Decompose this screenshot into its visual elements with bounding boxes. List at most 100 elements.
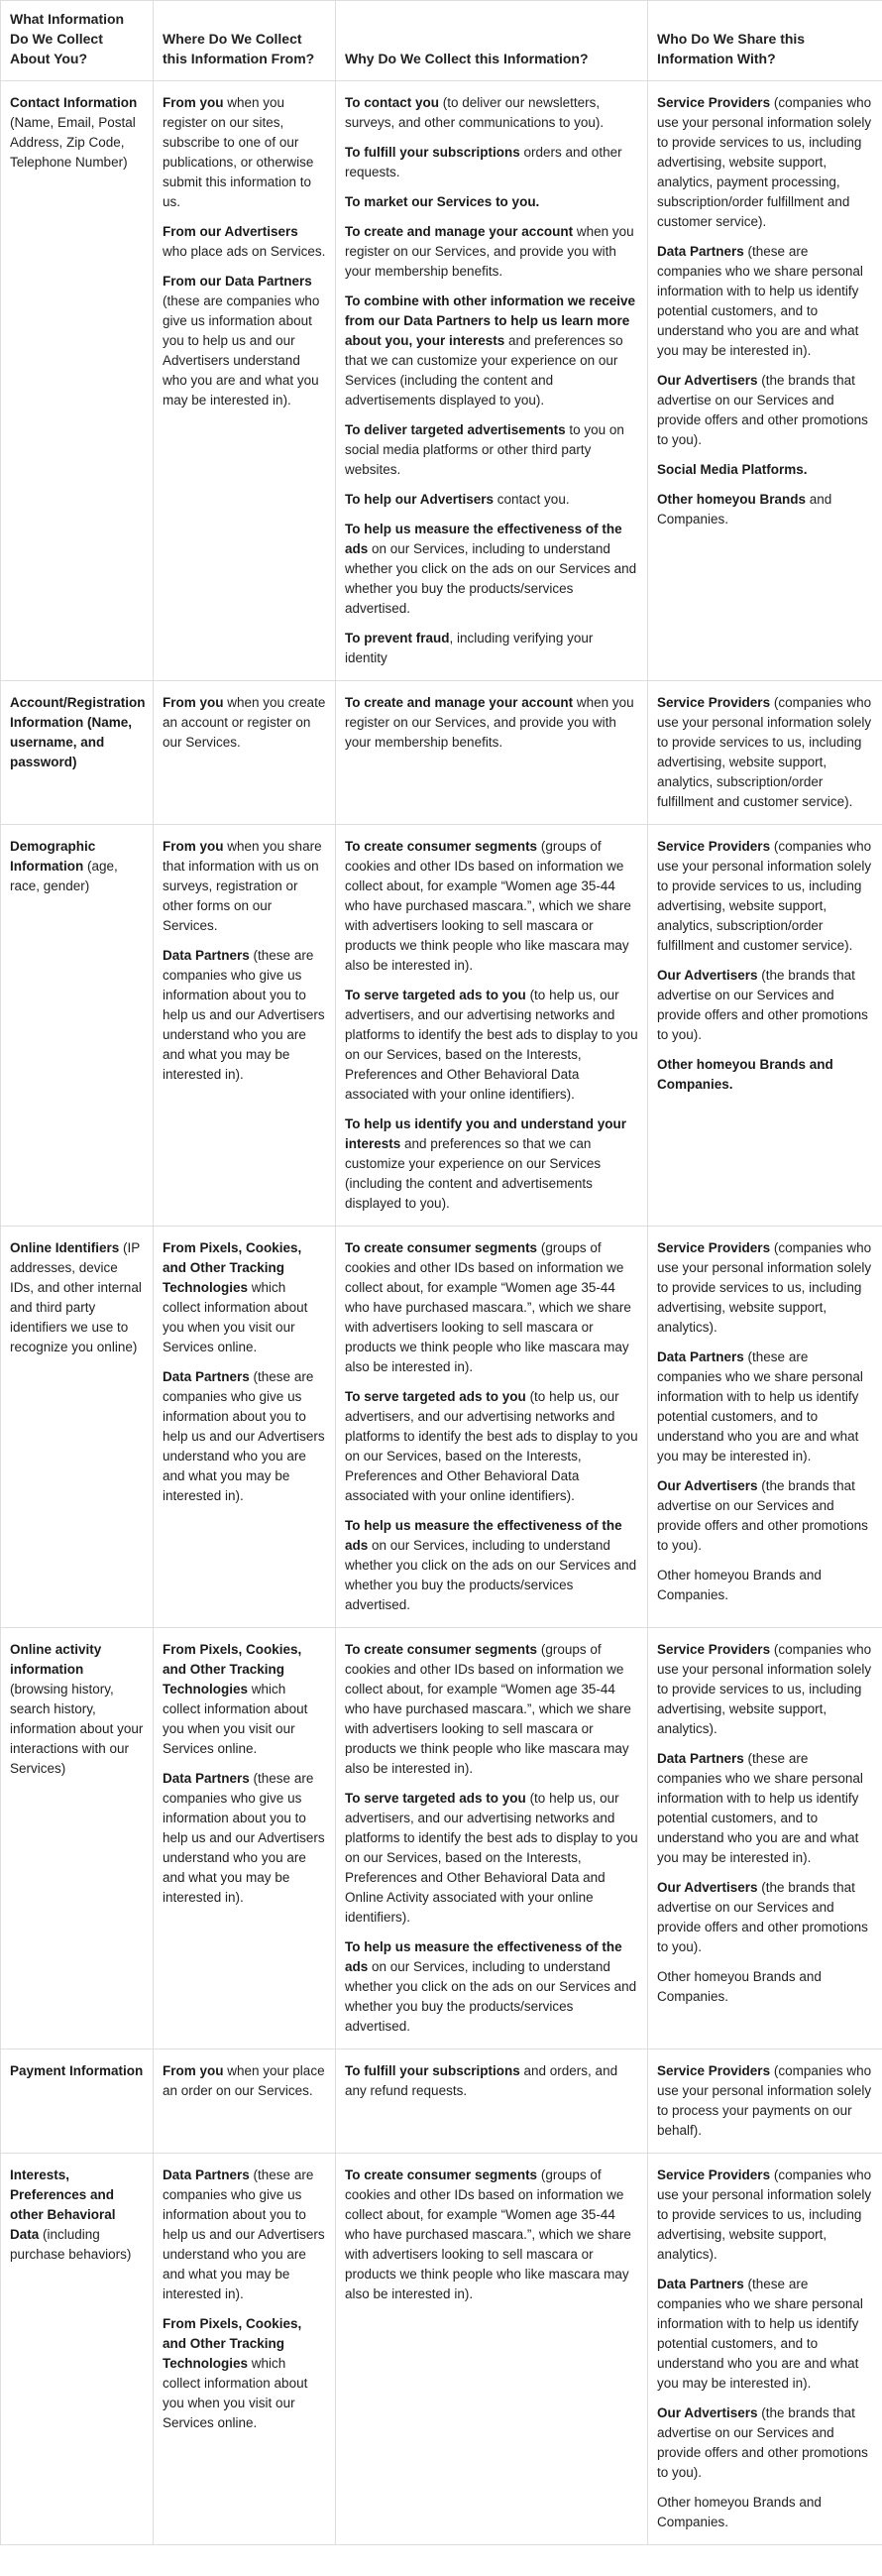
cell-paragraph: Data Partners (these are companies who w… xyxy=(657,1749,873,1868)
cell-paragraph: To create and manage your account when y… xyxy=(345,222,638,282)
cell-paragraph: Payment Information xyxy=(10,2061,144,2081)
cell-paragraph: Other homeyou Brands and Companies. xyxy=(657,2493,873,2532)
text: (including purchase behaviors) xyxy=(10,2227,132,2262)
text: (groups of cookies and other IDs based o… xyxy=(345,2167,631,2301)
bold-text: Our Advertisers xyxy=(657,373,758,388)
text: (to deliver our newsletters, surveys, an… xyxy=(345,95,605,130)
cell-paragraph: To create consumer segments (groups of c… xyxy=(345,1640,638,1779)
bold-text: From you xyxy=(163,95,224,110)
text: when you register on our Services, and p… xyxy=(345,224,634,279)
bold-text: Service Providers xyxy=(657,839,771,854)
what-information-cell: Payment Information xyxy=(0,2049,154,2154)
cell-paragraph: To prevent fraud, including verifying yo… xyxy=(345,629,638,668)
text: (companies who use your personal informa… xyxy=(657,95,872,229)
bold-text: To help our Advertisers xyxy=(345,492,495,507)
text: which collect information about you when… xyxy=(163,1280,308,1354)
bold-text: From Pixels, Cookies, and Other Tracking… xyxy=(163,1642,302,1697)
cell-paragraph: To create consumer segments (groups of c… xyxy=(345,2166,638,2304)
cell-paragraph: Service Providers (companies who use you… xyxy=(657,2166,873,2265)
who-shared-cell: Service Providers (companies who use you… xyxy=(647,80,882,681)
cell-paragraph: To contact you (to deliver our newslette… xyxy=(345,93,638,133)
bold-text: Payment Information xyxy=(10,2063,144,2078)
bold-text: Interests, Preferences and other Behavio… xyxy=(10,2167,116,2242)
cell-paragraph: Service Providers (companies who use you… xyxy=(657,693,873,812)
cell-paragraph: Service Providers (companies who use you… xyxy=(657,837,873,956)
cell-paragraph: Service Providers (companies who use you… xyxy=(657,1640,873,1739)
text: (these are companies who we share person… xyxy=(657,1751,863,1865)
cell-paragraph: To create consumer segments (groups of c… xyxy=(345,837,638,976)
cell-paragraph: Data Partners (these are companies who g… xyxy=(163,1769,326,1908)
cell-paragraph: Data Partners (these are companies who g… xyxy=(163,946,326,1085)
text: (the brands that advertise on our Servic… xyxy=(657,373,868,447)
bold-text: To help us measure the effectiveness of … xyxy=(345,1939,622,1974)
why-collected-cell: To create consumer segments (groups of c… xyxy=(335,824,648,1227)
table-body: Contact Information (Name, Email, Postal… xyxy=(0,80,882,2545)
text: (the brands that advertise on our Servic… xyxy=(657,968,868,1042)
text: (these are companies who give us informa… xyxy=(163,1771,325,1905)
text: when your place an order on our Services… xyxy=(163,2063,325,2098)
cell-paragraph: From you when you share that information… xyxy=(163,837,326,936)
cell-paragraph: To help us measure the effectiveness of … xyxy=(345,1937,638,2037)
what-information-cell: Demographic Information (age, race, gend… xyxy=(0,824,154,1227)
text: , including verifying your identity xyxy=(345,631,594,665)
text: when you register on our Services, and p… xyxy=(345,695,634,750)
cell-paragraph: Demographic Information (age, race, gend… xyxy=(10,837,144,896)
who-shared-cell: Service Providers (companies who use you… xyxy=(647,1226,882,1628)
table-row: Payment Information From you when your pl… xyxy=(0,2049,882,2154)
text: (the brands that advertise on our Servic… xyxy=(657,1478,868,1553)
where-collected-cell: From you when you share that information… xyxy=(153,824,336,1227)
where-collected-cell: Data Partners (these are companies who g… xyxy=(153,2153,336,2545)
cell-paragraph: To serve targeted ads to you (to help us… xyxy=(345,1789,638,1928)
text: (the brands that advertise on our Servic… xyxy=(657,1880,868,1954)
cell-paragraph: Our Advertisers (the brands that adverti… xyxy=(657,966,873,1045)
bold-text: To combine with other information we rec… xyxy=(345,293,636,348)
cell-paragraph: To market our Services to you. xyxy=(345,192,638,212)
text: when you create an account or register o… xyxy=(163,695,326,750)
why-collected-cell: To create consumer segments (groups of c… xyxy=(335,1226,648,1628)
why-collected-cell: To create consumer segments (groups of c… xyxy=(335,2153,648,2545)
bold-text: Data Partners xyxy=(163,1771,250,1786)
text: (companies who use your personal informa… xyxy=(657,2167,872,2262)
header-where-collected: Where Do We Collect this Information Fro… xyxy=(153,0,336,81)
cell-paragraph: From Pixels, Cookies, and Other Tracking… xyxy=(163,1640,326,1759)
cell-paragraph: To fulfill your subscriptions and orders… xyxy=(345,2061,638,2101)
cell-paragraph: Social Media Platforms. xyxy=(657,460,873,480)
bold-text: To contact you xyxy=(345,95,440,110)
bold-text: From you xyxy=(163,695,224,710)
bold-text: Data Partners xyxy=(163,2167,250,2182)
cell-paragraph: From our Advertisers who place ads on Se… xyxy=(163,222,326,262)
text: who place ads on Services. xyxy=(163,244,326,259)
text: (Name, Email, Postal Address, Zip Code, … xyxy=(10,115,136,170)
text: (groups of cookies and other IDs based o… xyxy=(345,1240,631,1374)
why-collected-cell: To create and manage your account when y… xyxy=(335,680,648,825)
text: (to help us, our advertisers, and our ad… xyxy=(345,1791,638,1925)
text: when you share that information with us … xyxy=(163,839,322,933)
text: (groups of cookies and other IDs based o… xyxy=(345,1642,631,1776)
bold-text: From you xyxy=(163,839,224,854)
cell-paragraph: Interests, Preferences and other Behavio… xyxy=(10,2166,144,2265)
cell-paragraph: Service Providers (companies who use you… xyxy=(657,2061,873,2141)
what-information-cell: Online Identifiers (IP addresses, device… xyxy=(0,1226,154,1628)
text: contact you. xyxy=(494,492,570,507)
cell-paragraph: Other homeyou Brands and Companies. xyxy=(657,1566,873,1605)
cell-paragraph: Data Partners (these are companies who g… xyxy=(163,2166,326,2304)
bold-text: To serve targeted ads to you xyxy=(345,988,526,1002)
header-row: What Information Do We Collect About You… xyxy=(0,0,882,81)
bold-text: To prevent fraud xyxy=(345,631,450,645)
cell-paragraph: From you when your place an order on our… xyxy=(163,2061,326,2101)
text: (these are companies who give us informa… xyxy=(163,948,325,1082)
bold-text: Our Advertisers xyxy=(657,1880,758,1895)
header-what-information: What Information Do We Collect About You… xyxy=(0,0,154,81)
text: (these are companies who we share person… xyxy=(657,2277,863,2391)
who-shared-cell: Service Providers (companies who use you… xyxy=(647,2049,882,2154)
what-information-cell: Online activity information (browsing hi… xyxy=(0,1627,154,2049)
cell-paragraph: To fulfill your subscriptions orders and… xyxy=(345,143,638,182)
cell-paragraph: Our Advertisers (the brands that adverti… xyxy=(657,1878,873,1957)
cell-paragraph: Other homeyou Brands and Companies. xyxy=(657,490,873,529)
text: (companies who use your personal informa… xyxy=(657,1642,872,1736)
where-collected-cell: From you when your place an order on our… xyxy=(153,2049,336,2154)
text: and preferences so that we can customize… xyxy=(345,1136,602,1211)
cell-paragraph: To serve targeted ads to you (to help us… xyxy=(345,1387,638,1506)
bold-text: From our Advertisers xyxy=(163,224,298,239)
